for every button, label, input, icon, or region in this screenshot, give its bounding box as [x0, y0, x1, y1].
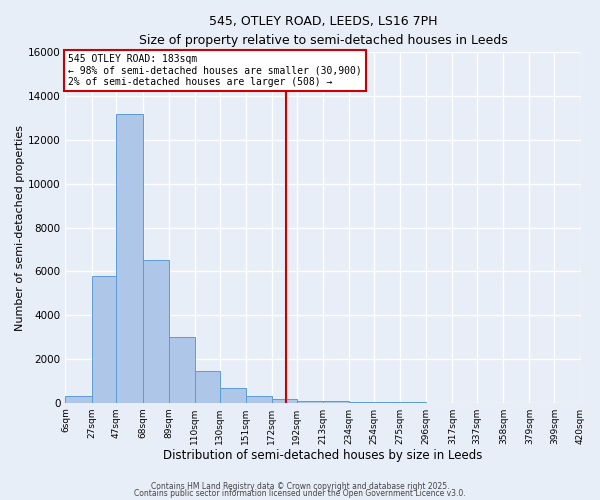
- Bar: [92, 276, 116, 402]
- Bar: [169, 337, 195, 402]
- Text: Contains public sector information licensed under the Open Government Licence v3: Contains public sector information licen…: [134, 490, 466, 498]
- X-axis label: Distribution of semi-detached houses by size in Leeds: Distribution of semi-detached houses by …: [163, 450, 482, 462]
- Text: Contains HM Land Registry data © Crown copyright and database right 2025.: Contains HM Land Registry data © Crown c…: [151, 482, 449, 491]
- Text: 545 OTLEY ROAD: 183sqm
← 98% of semi-detached houses are smaller (30,900)
2% of : 545 OTLEY ROAD: 183sqm ← 98% of semi-det…: [68, 54, 362, 88]
- Bar: [143, 260, 169, 402]
- Bar: [195, 371, 220, 402]
- Bar: [297, 400, 323, 402]
- Title: 545, OTLEY ROAD, LEEDS, LS16 7PH
Size of property relative to semi-detached hous: 545, OTLEY ROAD, LEEDS, LS16 7PH Size of…: [139, 15, 508, 47]
- Bar: [220, 388, 246, 402]
- Bar: [65, 396, 92, 402]
- Bar: [272, 400, 297, 402]
- Bar: [246, 396, 272, 402]
- Y-axis label: Number of semi-detached properties: Number of semi-detached properties: [15, 124, 25, 330]
- Bar: [116, 114, 143, 403]
